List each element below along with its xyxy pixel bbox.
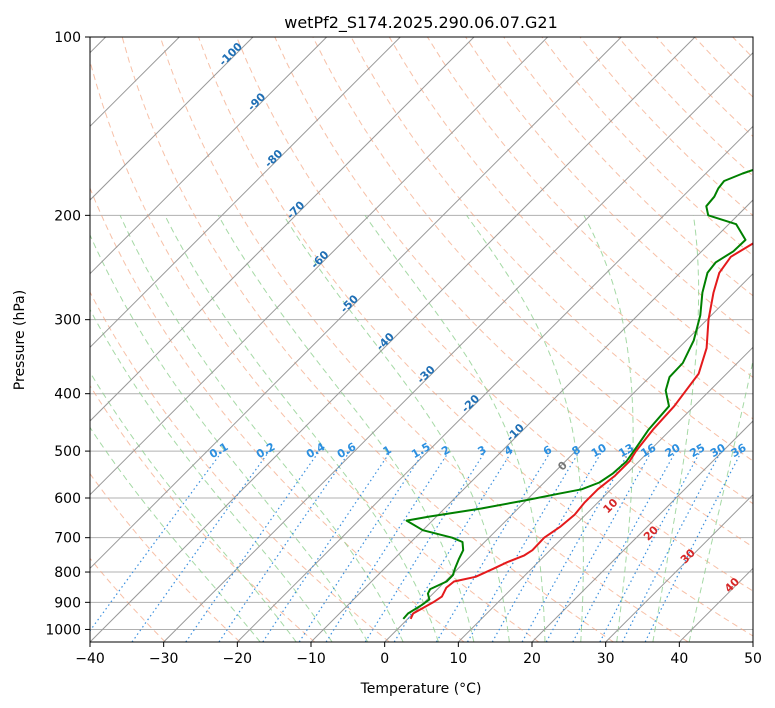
y-tick-label: 100 — [54, 30, 81, 46]
dry-adiabat — [90, 59, 540, 642]
dry-adiabat — [465, 37, 753, 338]
x-tick-label: 20 — [523, 651, 541, 667]
moist-adiabat — [283, 215, 510, 642]
isotherm-line — [605, 493, 753, 642]
isotherm-line — [90, 37, 549, 496]
dry-adiabat — [90, 291, 390, 642]
dry-adiabat — [388, 37, 753, 420]
temperature-profile — [409, 242, 753, 620]
x-tick-label: 50 — [744, 651, 762, 667]
y-tick-label: 900 — [54, 595, 81, 611]
y-tick-label: 300 — [54, 313, 81, 329]
chart-title: wetPf2_S174.2025.290.06.07.G21 — [284, 13, 558, 33]
isotherm-line — [90, 37, 622, 570]
plot-frame — [89, 36, 754, 643]
moist-adiabat — [119, 215, 404, 642]
moist-adiabat — [90, 233, 369, 642]
x-axis-title: Temperature (°C) — [360, 681, 482, 697]
moist-adiabat — [90, 426, 261, 642]
mixing-ratio-line — [218, 450, 351, 642]
y-tick-label: 1000 — [45, 622, 81, 638]
dry-adiabat — [503, 37, 753, 297]
mixing-ratio-line — [572, 450, 677, 642]
dry-adiabat — [121, 37, 614, 642]
isotherm-line — [163, 51, 753, 642]
y-tick-label: 600 — [54, 491, 81, 507]
dry-adiabat — [159, 37, 689, 642]
y-tick-label: 800 — [54, 565, 81, 581]
dry-adiabat — [236, 37, 753, 592]
x-tick-label: −20 — [223, 651, 253, 667]
mixing-ratio-line — [325, 450, 450, 642]
dry-adiabat — [350, 37, 753, 462]
dry-adiabat — [426, 37, 753, 378]
moist-adiabat — [90, 371, 297, 642]
isotherm-line — [90, 37, 401, 349]
dry-adiabat — [90, 472, 241, 642]
isotherm-line — [90, 37, 696, 642]
moist-adiabat — [90, 308, 333, 642]
moist-adiabat — [583, 215, 634, 642]
isotherm-line — [90, 37, 254, 201]
isotherm-line — [310, 199, 753, 642]
mixing-ratio-line — [364, 450, 486, 642]
x-tick-label: 10 — [449, 651, 467, 667]
isotherm-line — [531, 420, 753, 642]
moist-adiabat — [466, 215, 584, 642]
x-tick-label: −40 — [75, 651, 105, 667]
moist-adiabat — [652, 215, 700, 642]
y-tick-label: 200 — [54, 208, 81, 224]
x-tick-label: −30 — [149, 651, 179, 667]
isotherm-line — [90, 37, 328, 275]
x-tick-label: 30 — [597, 651, 615, 667]
mixing-ratio-line — [599, 450, 702, 642]
isotherm-line — [90, 37, 475, 422]
mixing-ratio-line — [298, 450, 425, 642]
y-tick-label: 700 — [54, 531, 81, 547]
y-axis-title: Pressure (hPa) — [12, 290, 28, 390]
mixing-ratio-line — [393, 450, 513, 642]
y-tick-label: 400 — [54, 387, 81, 403]
mixing-ratio-line — [185, 450, 320, 642]
isotherm-line — [236, 125, 753, 642]
moist-adiabat — [164, 215, 439, 642]
dry-adiabat — [90, 186, 465, 642]
mixing-ratio-line — [466, 450, 580, 642]
isotherm-line — [457, 346, 753, 642]
moist-adiabat — [217, 215, 475, 642]
isotherm-line — [384, 272, 753, 642]
dry-adiabat — [90, 384, 316, 642]
x-tick-label: 40 — [670, 651, 688, 667]
dry-adiabat — [312, 37, 753, 505]
x-tick-label: 0 — [380, 651, 389, 667]
x-tick-label: −10 — [296, 651, 326, 667]
mixing-ratio-line — [262, 450, 392, 642]
dewpoint-profile — [402, 168, 753, 620]
mixing-ratio-line — [435, 450, 552, 642]
y-tick-label: 500 — [54, 444, 81, 460]
dry-adiabat — [274, 37, 753, 548]
moist-adiabat — [364, 215, 546, 642]
